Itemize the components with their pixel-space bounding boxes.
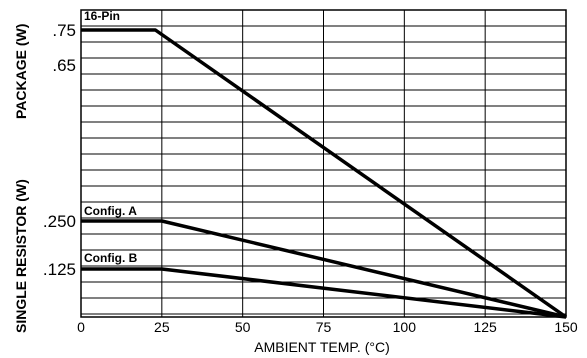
y-axis-label-package: PACKAGE (W) <box>13 23 29 119</box>
x-tick-label: 75 <box>316 319 332 335</box>
plot-frame <box>80 9 567 318</box>
x-tick-label: 125 <box>473 319 497 335</box>
y-tick-labels: .75 .65 .250 .125 <box>43 21 76 279</box>
series-label-2: Config. A <box>84 204 137 218</box>
x-tick-label: 50 <box>235 319 251 335</box>
series-label-1: 16-Pin <box>84 9 120 23</box>
series-lines <box>81 28 568 319</box>
plot-border <box>80 9 567 318</box>
y-tick-label: .75 <box>52 21 76 40</box>
x-tick-labels: 0 25 50 75 100 125 150 <box>77 319 578 335</box>
grid <box>81 10 566 317</box>
series-line-1 <box>81 28 568 319</box>
series-line-3 <box>81 267 567 319</box>
y-tick-label: .250 <box>43 212 76 231</box>
x-tick-label: 100 <box>393 319 417 335</box>
series-label-3: Config. B <box>84 251 138 265</box>
y-tick-label: .125 <box>43 260 76 279</box>
x-tick-label: 25 <box>154 319 170 335</box>
y-tick-label: .65 <box>52 56 76 75</box>
series-line-2 <box>81 219 567 319</box>
series-labels: 16-Pin Config. A Config. B <box>84 9 138 265</box>
x-axis-label: AMBIENT TEMP. (°C) <box>254 339 390 355</box>
x-tick-label: 0 <box>77 319 85 335</box>
y-axis-label-resistor: SINGLE RESISTOR (W) <box>13 179 29 333</box>
x-tick-label: 150 <box>554 319 578 335</box>
